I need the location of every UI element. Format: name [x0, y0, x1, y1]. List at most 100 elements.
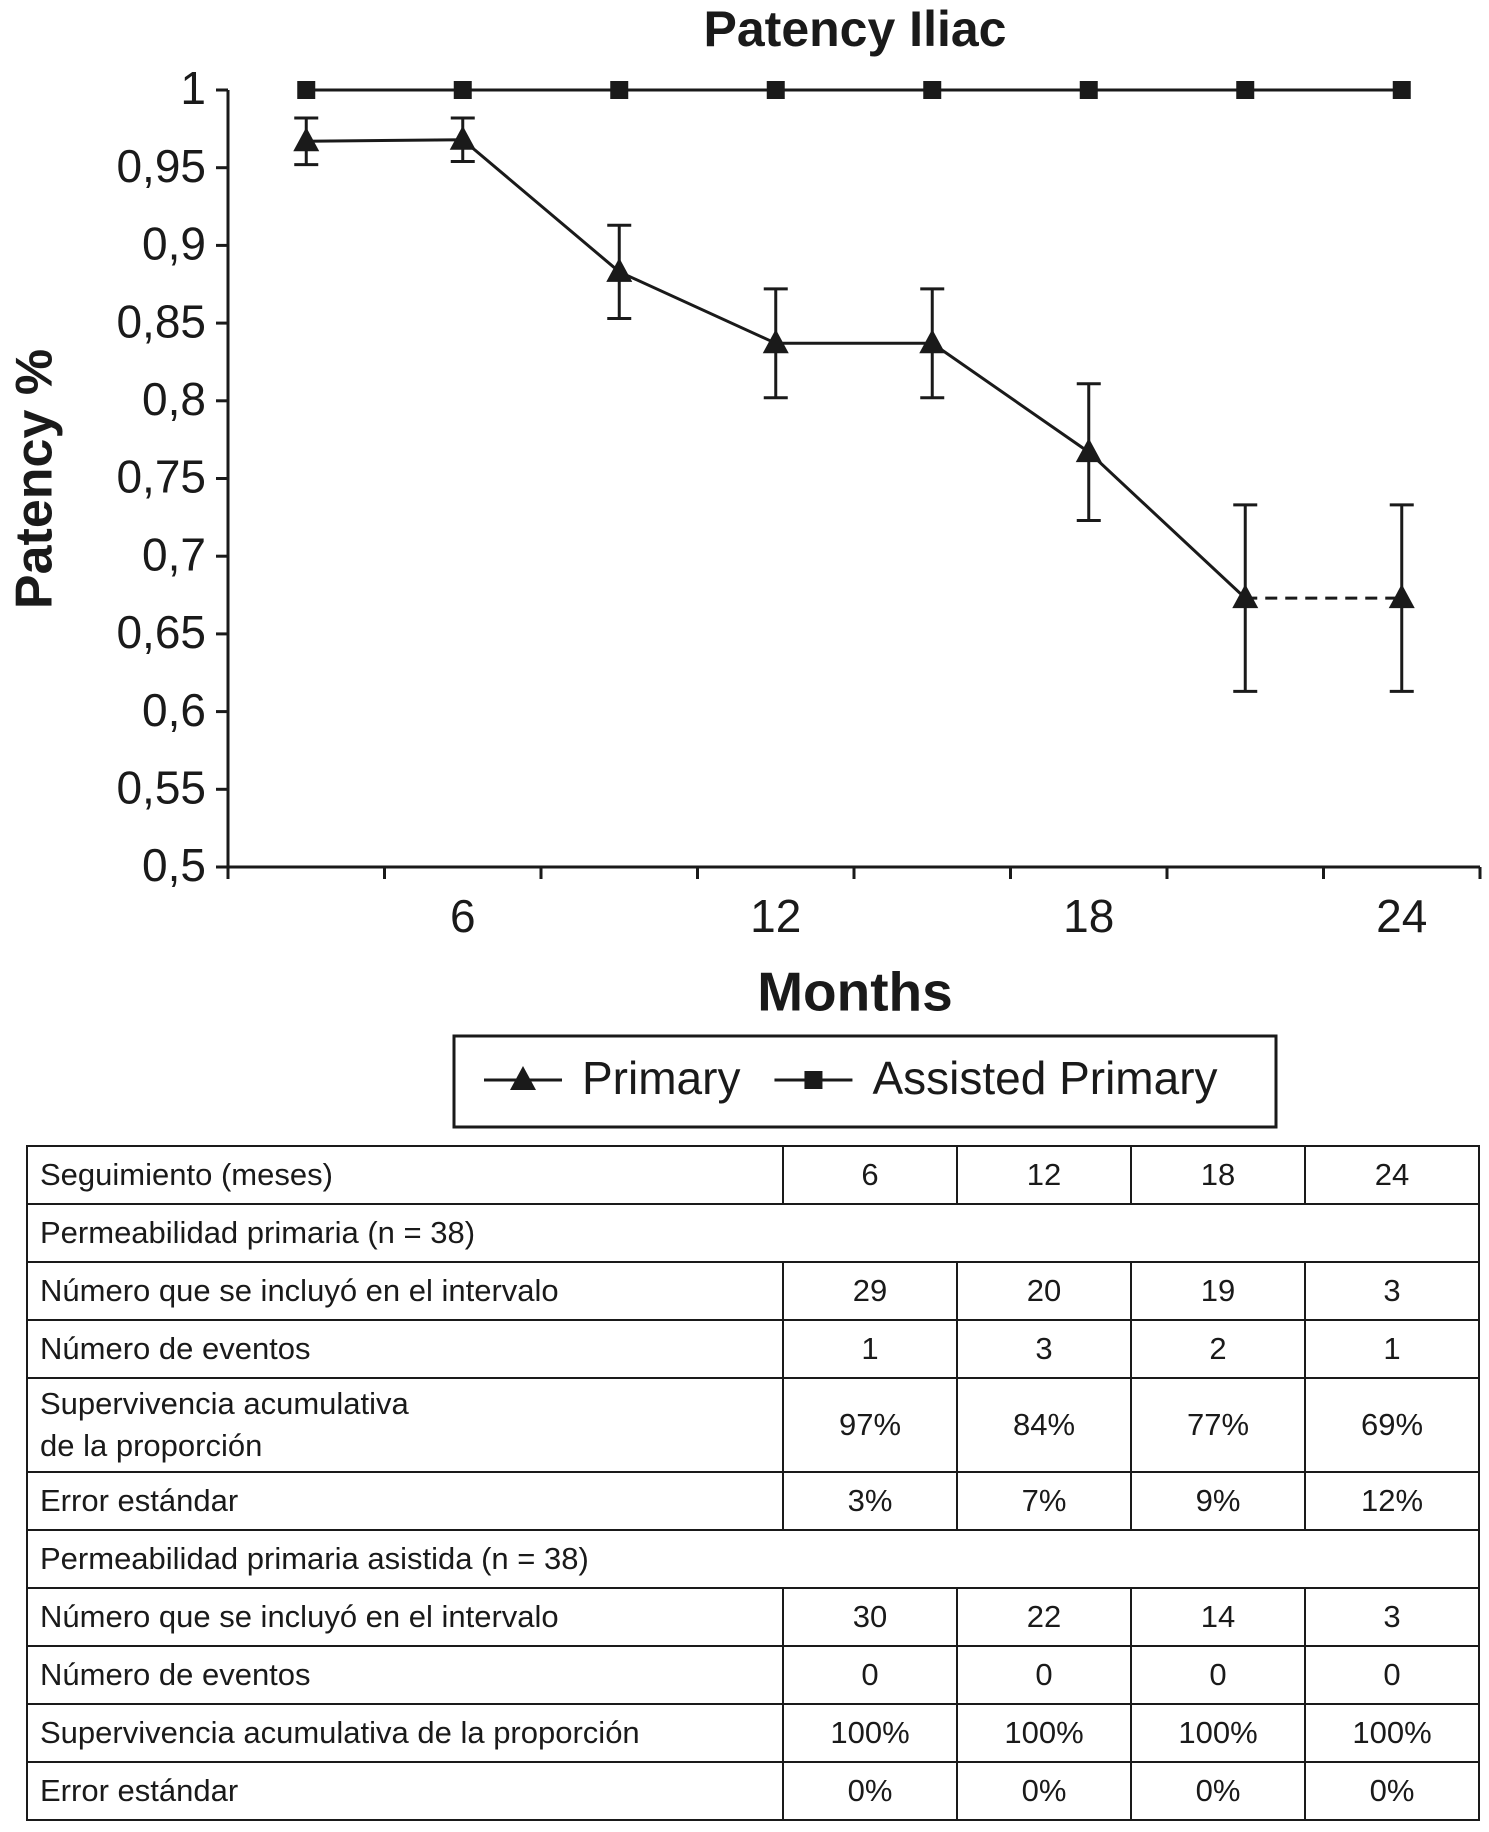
- table-cell: 1: [782, 1319, 958, 1379]
- table-row: Supervivencia acumulativa de la proporci…: [26, 1377, 1480, 1473]
- x-tick-label: 18: [1063, 890, 1114, 942]
- table-cell: 12: [956, 1145, 1132, 1205]
- data-table: Seguimiento (meses) 6 12 18 24 Permeabilidad …: [26, 1145, 1480, 1821]
- data-point: [1232, 584, 1259, 609]
- data-point: [610, 81, 629, 99]
- table-cell: 2: [1130, 1319, 1306, 1379]
- y-tick-label: 0,7: [142, 528, 206, 580]
- table-row: Error estándar 3% 7% 9% 12%: [26, 1471, 1480, 1531]
- row-label: Número que se incluyó en el intervalo: [26, 1587, 784, 1647]
- table-row: Supervivencia acumulativa de la proporci…: [26, 1703, 1480, 1763]
- table-row: Permeabilidad primaria (n = 38): [26, 1203, 1480, 1263]
- table-cell: 20: [956, 1261, 1132, 1321]
- table-cell: 3: [1304, 1587, 1480, 1647]
- legend-marker: [804, 1071, 823, 1089]
- table-cell: 14: [1130, 1587, 1306, 1647]
- table-cell: 3: [1304, 1261, 1480, 1321]
- row-label: Número de eventos: [26, 1645, 784, 1705]
- chart-title: Patency Iliac: [704, 1, 1007, 57]
- data-point: [449, 125, 476, 150]
- table-cell: 9%: [1130, 1471, 1306, 1531]
- table-cell: 100%: [1130, 1703, 1306, 1763]
- x-axis-label: Months: [757, 961, 953, 1023]
- y-axis-label: Patency %: [6, 349, 64, 609]
- data-point: [293, 127, 320, 152]
- table-cell: 7%: [956, 1471, 1132, 1531]
- row-label: Supervivencia acumulativa de la proporci…: [26, 1377, 784, 1473]
- table-cell: 19: [1130, 1261, 1306, 1321]
- y-tick-label: 0,65: [116, 606, 206, 658]
- data-point: [919, 329, 946, 354]
- y-tick-label: 0,5: [142, 839, 206, 891]
- table-cell: 0: [782, 1645, 958, 1705]
- table-cell: 84%: [956, 1377, 1132, 1473]
- data-point: [1075, 438, 1102, 463]
- row-label: Número de eventos: [26, 1319, 784, 1379]
- table-row: Error estándar 0% 0% 0% 0%: [26, 1761, 1480, 1821]
- table-cell: 100%: [1304, 1703, 1480, 1763]
- y-tick-label: 0,85: [116, 295, 206, 347]
- table-cell: 0%: [1304, 1761, 1480, 1821]
- row-label: Permeabilidad primaria asistida (n = 38): [26, 1529, 1480, 1589]
- table-cell: 0%: [1130, 1761, 1306, 1821]
- table-cell: 6: [782, 1145, 958, 1205]
- legend-box: [452, 1034, 1278, 1129]
- y-tick-label: 0,6: [142, 684, 206, 736]
- table-cell: 0%: [956, 1761, 1132, 1821]
- row-label: Permeabilidad primaria (n = 38): [26, 1203, 1480, 1263]
- data-point: [762, 329, 789, 354]
- table-cell: 69%: [1304, 1377, 1480, 1473]
- table-cell: 0%: [782, 1761, 958, 1821]
- legend-label: Assisted Primary: [872, 1052, 1217, 1104]
- data-point: [297, 81, 316, 99]
- data-point: [923, 81, 942, 99]
- table-cell: 3%: [782, 1471, 958, 1531]
- table-cell: 77%: [1130, 1377, 1306, 1473]
- table-cell: 18: [1130, 1145, 1306, 1205]
- table-cell: 3: [956, 1319, 1132, 1379]
- y-tick-label: 0,8: [142, 373, 206, 425]
- table-cell: 30: [782, 1587, 958, 1647]
- table-cell: 100%: [956, 1703, 1132, 1763]
- data-point: [1392, 81, 1411, 99]
- data-point: [453, 81, 472, 99]
- table-cell: 24: [1304, 1145, 1480, 1205]
- x-tick-label: 12: [750, 890, 801, 942]
- table-row: Número de eventos 1 3 2 1: [26, 1319, 1480, 1379]
- legend-marker: [510, 1066, 536, 1090]
- data-point: [606, 257, 633, 282]
- y-tick-label: 1: [180, 62, 206, 114]
- table-cell: 12%: [1304, 1471, 1480, 1531]
- row-label: Seguimiento (meses): [26, 1145, 784, 1205]
- row-label: Error estándar: [26, 1471, 784, 1531]
- data-point: [1236, 81, 1255, 99]
- data-point: [1388, 584, 1415, 609]
- table-cell: 22: [956, 1587, 1132, 1647]
- table-row: Permeabilidad primaria asistida (n = 38): [26, 1529, 1480, 1589]
- table-cell: 0: [1304, 1645, 1480, 1705]
- y-tick-label: 0,55: [116, 761, 206, 813]
- y-tick-label: 0,75: [116, 451, 206, 503]
- row-label: Número que se incluyó en el intervalo: [26, 1261, 784, 1321]
- table-row: Número que se incluyó en el intervalo 29 2…: [26, 1261, 1480, 1321]
- row-label: Error estándar: [26, 1761, 784, 1821]
- table-cell: 0: [1130, 1645, 1306, 1705]
- x-tick-label: 24: [1376, 890, 1427, 942]
- table-cell: 0: [956, 1645, 1132, 1705]
- y-tick-label: 0,95: [116, 140, 206, 192]
- data-point: [1079, 81, 1098, 99]
- table-cell: 29: [782, 1261, 958, 1321]
- table-row: Número que se incluyó en el intervalo 30 2…: [26, 1587, 1480, 1647]
- table-row: Número de eventos 0 0 0 0: [26, 1645, 1480, 1705]
- chart: Patency Iliac Patency % Months 0,5 0,55 0,…: [6, 1, 1482, 1129]
- table-cell: 100%: [782, 1703, 958, 1763]
- table-row: Seguimiento (meses) 6 12 18 24: [26, 1145, 1480, 1205]
- table-cell: 1: [1304, 1319, 1480, 1379]
- legend-label: Primary: [582, 1052, 740, 1104]
- x-tick-label: 6: [450, 890, 476, 942]
- data-point: [766, 81, 785, 99]
- y-tick-label: 0,9: [142, 218, 206, 270]
- row-label: Supervivencia acumulativa de la proporci…: [26, 1703, 784, 1763]
- table-cell: 97%: [782, 1377, 958, 1473]
